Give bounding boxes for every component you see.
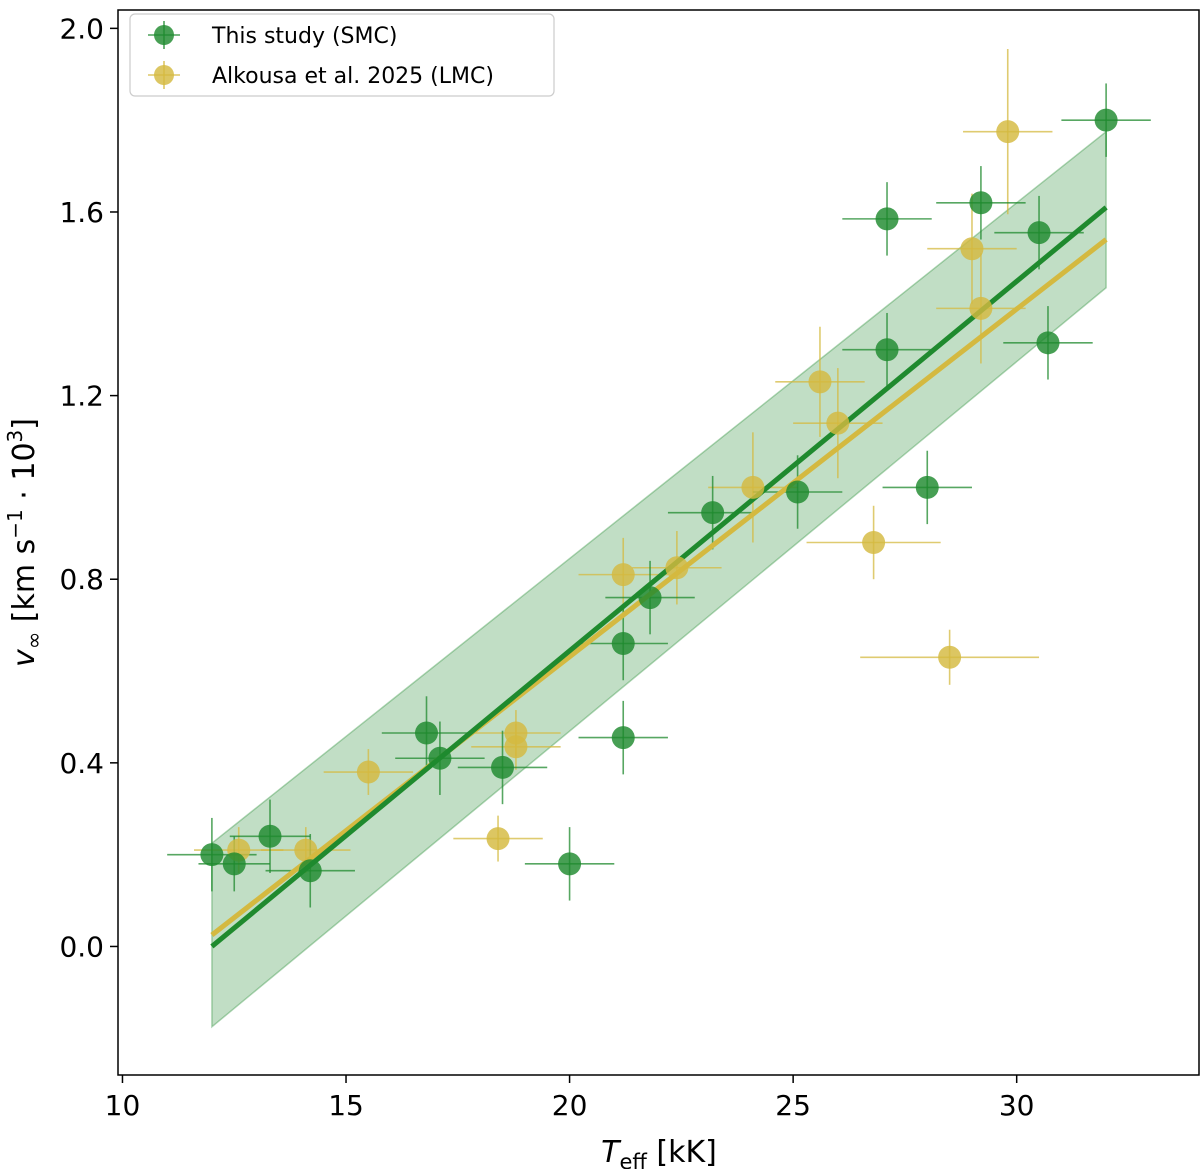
x-tick-label: 15 <box>328 1089 364 1122</box>
data-point-smc <box>1027 221 1051 245</box>
x-tick-label: 10 <box>105 1089 141 1122</box>
y-axis-title-exp-a: −1 <box>3 509 27 538</box>
x-tick-label: 30 <box>999 1089 1035 1122</box>
data-point-smc <box>786 480 810 504</box>
data-point-smc <box>258 824 282 848</box>
data-point-lmc <box>938 645 962 669</box>
x-axis-title-main: T <box>601 1135 622 1169</box>
x-tick-label: 25 <box>775 1089 811 1122</box>
data-point-smc <box>222 852 246 876</box>
y-axis-title-main: v <box>7 648 42 667</box>
data-point-layer <box>200 108 1118 883</box>
legend-entry-lmc: Alkousa et al. 2025 (LMC) <box>148 61 494 89</box>
y-axis-title-sub: ∞ <box>22 632 46 650</box>
data-point-lmc <box>294 838 318 862</box>
y-tick-label: 0.8 <box>59 563 104 596</box>
legend-marker-smc <box>154 25 174 45</box>
data-point-lmc <box>486 827 510 851</box>
legend-label-lmc: Alkousa et al. 2025 (LMC) <box>212 64 494 89</box>
y-axis-title-unit-a: [km s <box>7 539 42 622</box>
data-point-smc <box>875 207 899 231</box>
fit-line-smc <box>210 205 1108 949</box>
legend-marker-lmc <box>154 65 174 85</box>
y-tick-label: 1.2 <box>59 380 104 413</box>
data-point-smc <box>969 191 993 215</box>
data-point-lmc <box>741 475 765 499</box>
legend-entry-smc: This study (SMC) <box>148 21 397 49</box>
y-tick-label: 0.4 <box>59 747 104 780</box>
y-tick-label: 2.0 <box>59 12 104 45</box>
x-axis-title: Teff [kK] <box>601 1135 717 1169</box>
data-point-smc <box>415 721 439 745</box>
data-point-lmc <box>969 296 993 320</box>
legend-box <box>129 13 555 97</box>
data-point-smc <box>491 755 515 779</box>
y-axis-title-exp-b: 3 <box>3 430 27 443</box>
data-point-smc <box>701 501 725 525</box>
x-axis-title-unit: [kK] <box>656 1135 716 1169</box>
tick-layer: 10 15 20 25 30 0.0 0.4 0.8 1.2 1.6 2.0 <box>59 12 1034 1122</box>
data-point-smc <box>1094 108 1118 132</box>
y-axis-title-unit-c: ] <box>7 418 42 430</box>
data-point-smc <box>638 586 662 610</box>
data-point-smc <box>558 852 582 876</box>
data-point-smc <box>611 631 635 655</box>
data-point-lmc <box>504 735 528 759</box>
data-point-lmc <box>356 760 380 784</box>
data-point-smc <box>298 859 322 883</box>
fit-line-lmc <box>210 237 1108 937</box>
data-point-lmc <box>611 563 635 587</box>
x-tick-label: 20 <box>552 1089 588 1122</box>
data-point-lmc <box>826 411 850 435</box>
data-point-lmc <box>960 237 984 261</box>
data-point-smc <box>200 843 224 867</box>
x-axis-title-sub: eff <box>619 1150 647 1169</box>
data-point-lmc <box>862 531 886 554</box>
legend-label-smc: This study (SMC) <box>211 24 397 49</box>
y-axis-title: v∞ [km s−1 · 103] <box>3 418 46 667</box>
data-point-lmc <box>665 556 689 580</box>
data-point-smc <box>875 338 899 362</box>
data-point-lmc <box>808 370 832 394</box>
y-axis-title-unit-b: · 10 <box>7 442 42 509</box>
data-point-lmc <box>996 120 1020 144</box>
y-tick-label: 1.6 <box>59 196 104 229</box>
data-point-smc <box>1036 331 1060 355</box>
data-point-smc <box>428 746 452 770</box>
fit-line-layer <box>210 205 1108 949</box>
plot-frame <box>117 9 1200 1076</box>
data-point-smc <box>915 475 939 499</box>
data-point-smc <box>611 726 635 750</box>
y-tick-label: 0.0 <box>59 930 104 963</box>
legend: This study (SMC) Alkousa et al. 2025 (LM… <box>129 13 555 97</box>
